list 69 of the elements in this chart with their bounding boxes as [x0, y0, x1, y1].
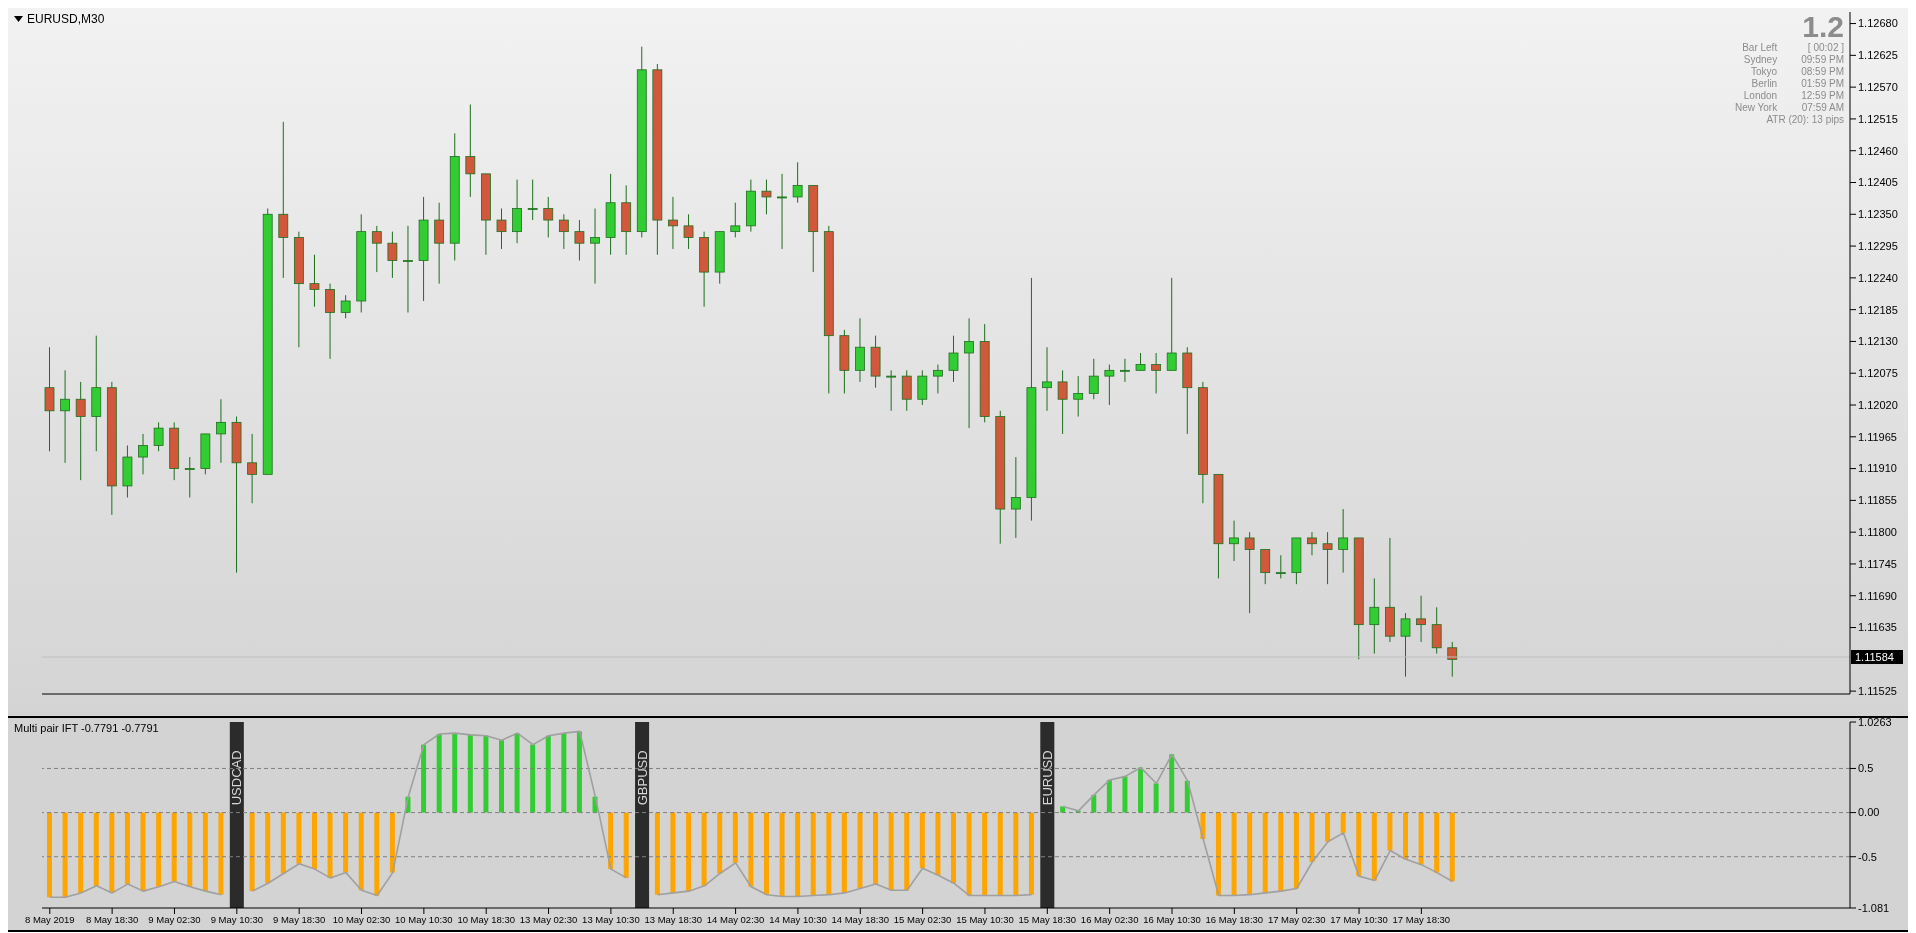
x-tick-label: 9 May 10:30: [210, 913, 263, 925]
x-tick-label: 17 May 02:30: [1267, 913, 1326, 925]
y-tick-label: 1.12570: [1858, 81, 1898, 94]
x-tick-label: 14 May 10:30: [769, 913, 827, 925]
y-tick-label: 1.12405: [1858, 176, 1898, 189]
x-tick-label: 14 May 18:30: [831, 913, 890, 925]
y-tick-label: -0.5: [1858, 850, 1877, 863]
annotation: Bar Left: [1741, 42, 1778, 53]
y-tick-label: 1.11525: [1858, 685, 1897, 698]
y-tick-label: 0.00: [1858, 806, 1880, 819]
y-tick-label: 1.12460: [1858, 144, 1898, 157]
annotation: 09:59 PM: [1801, 54, 1844, 65]
y-tick-label: 0.5: [1858, 762, 1874, 775]
x-tick-label: 15 May 18:30: [1018, 913, 1077, 925]
chart-title: EURUSD,M30: [27, 12, 105, 26]
x-tick-label: 17 May 10:30: [1330, 913, 1388, 925]
y-tick-label: 1.12350: [1858, 208, 1898, 221]
x-tick-label: 10 May 18:30: [457, 913, 515, 925]
y-tick-label: 1.12185: [1858, 303, 1898, 316]
x-tick-label: 17 May 18:30: [1392, 913, 1451, 925]
annotation: Tokyo: [1750, 66, 1778, 77]
annotation: London: [1742, 90, 1778, 101]
y-tick-label: 1.11635: [1858, 621, 1897, 634]
annotation: Sydney: [1742, 54, 1778, 65]
annotation: 12:59 PM: [1801, 90, 1844, 101]
x-tick-label: 16 May 02:30: [1080, 913, 1139, 925]
x-tick-label: 13 May 18:30: [644, 913, 703, 925]
x-tick-label: 8 May 2019: [24, 913, 75, 925]
y-tick-label: 1.11690: [1858, 589, 1897, 602]
x-tick-label: 16 May 10:30: [1143, 913, 1201, 925]
x-tick-label: 15 May 10:30: [956, 913, 1014, 925]
y-tick-label: 1.12295: [1858, 239, 1898, 252]
x-tick-label: 16 May 18:30: [1205, 913, 1264, 925]
annotation: 1.2: [1801, 10, 1844, 43]
y-tick-label: 1.11800: [1858, 526, 1897, 539]
x-tick-label: 10 May 10:30: [395, 913, 453, 925]
y-tick-label: 1.0263: [1858, 715, 1892, 728]
annotation: [ 00:02 ]: [1806, 42, 1844, 53]
y-tick-label: 1.12680: [1858, 17, 1898, 30]
annotation: 01:59 PM: [1801, 78, 1844, 89]
x-tick-label: 8 May 18:30: [85, 913, 139, 925]
y-tick-label: -1.081: [1858, 901, 1890, 914]
chart-title: Multi pair IFT -0.7791 -0.7791: [14, 722, 159, 734]
annotation: Berlin: [1750, 78, 1778, 89]
ref-line-label: 1.11584: [1855, 651, 1894, 664]
annotation: New York: [1734, 102, 1778, 113]
y-tick-label: 1.11910: [1858, 462, 1897, 475]
annotation: ATR (20): 13 pips: [1765, 114, 1844, 125]
x-tick-label: 10 May 02:30: [332, 913, 391, 925]
y-tick-label: 1.11855: [1858, 494, 1897, 507]
annotation: 08:59 PM: [1801, 66, 1844, 77]
x-tick-label: 14 May 02:30: [706, 913, 765, 925]
y-tick-label: 1.12240: [1858, 271, 1898, 284]
x-tick-label: 13 May 02:30: [519, 913, 578, 925]
x-tick-label: 9 May 02:30: [148, 913, 201, 925]
y-tick-label: 1.12625: [1858, 49, 1898, 62]
y-tick-label: 1.11745: [1858, 557, 1897, 570]
annotation: USDCAD: [229, 750, 245, 806]
annotation: 07:59 AM: [1801, 102, 1844, 113]
annotation: EURUSD: [1039, 750, 1055, 806]
x-tick-label: 15 May 02:30: [893, 913, 952, 925]
y-tick-label: 1.12130: [1858, 335, 1898, 348]
y-tick-label: 1.11965: [1858, 430, 1897, 443]
annotation: GBPUSD: [634, 750, 650, 806]
y-tick-label: 1.12020: [1858, 398, 1898, 411]
x-tick-label: 9 May 18:30: [273, 913, 326, 925]
x-tick-label: 13 May 10:30: [582, 913, 640, 925]
y-tick-label: 1.12515: [1858, 112, 1898, 125]
y-tick-label: 1.12075: [1858, 367, 1898, 380]
